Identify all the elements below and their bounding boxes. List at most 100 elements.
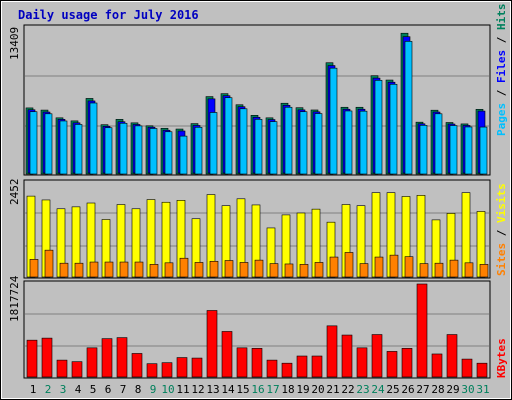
visits-legend: Sites / Visits <box>495 183 508 276</box>
kbytes-bar <box>101 338 113 378</box>
sites-bar <box>59 262 69 278</box>
pages-bar <box>479 126 488 175</box>
pages-bar <box>164 131 173 175</box>
kbytes-bar <box>341 334 353 378</box>
sites-bar <box>284 263 294 278</box>
sites-bar <box>119 261 129 278</box>
pages-bar <box>104 127 113 175</box>
sites-bar <box>239 262 249 278</box>
kbytes-bar <box>296 355 308 378</box>
legend-visits: Visits <box>495 183 508 223</box>
sites-bar <box>149 264 159 278</box>
day-label: 6 <box>105 383 112 396</box>
day-label: 15 <box>236 383 249 396</box>
kbytes-bar <box>326 325 338 378</box>
day-label: 23 <box>356 383 369 396</box>
pages-bar <box>224 97 233 175</box>
hits-max-label: 13409 <box>8 27 21 60</box>
sites-bar <box>479 264 489 278</box>
pages-bar <box>134 125 143 175</box>
kbytes-bar <box>146 363 158 378</box>
legend-sites: Sites <box>495 243 508 276</box>
day-label: 1 <box>30 383 37 396</box>
sites-bar <box>449 259 459 278</box>
day-label: 17 <box>266 383 279 396</box>
kbytes-bar <box>71 361 83 378</box>
day-label: 5 <box>90 383 97 396</box>
kbytes-bar <box>161 362 173 378</box>
pages-bar <box>269 121 278 175</box>
pages-bar <box>44 113 53 175</box>
sites-bar <box>344 252 354 278</box>
sites-bar <box>299 264 309 278</box>
kbytes-bar <box>311 355 323 378</box>
sites-bar <box>164 262 174 278</box>
sites-bar <box>209 260 219 278</box>
day-label: 13 <box>206 383 219 396</box>
sites-bar <box>29 259 39 278</box>
pages-bar <box>119 122 128 175</box>
kbytes-bar <box>266 359 278 378</box>
sites-bar <box>314 262 324 278</box>
hits-bars <box>25 32 488 175</box>
sites-bar <box>404 256 414 278</box>
kbytes-bar <box>251 348 263 378</box>
day-label: 29 <box>446 383 459 396</box>
day-label: 22 <box>341 383 354 396</box>
day-label: 7 <box>120 383 127 396</box>
day-label: 9 <box>150 383 157 396</box>
day-label: 27 <box>416 383 429 396</box>
kbytes-max-label: 1817724 <box>8 275 21 322</box>
pages-bar <box>344 110 353 175</box>
kbytes-bar <box>401 348 413 378</box>
day-label: 4 <box>75 383 82 396</box>
day-labels: 1 2 3 4 5 6 7 8 9 10 11 12 13 14 15 16 17 18 19 20 21 22 23 24 2… <box>30 383 490 396</box>
pages-bar <box>284 106 293 175</box>
hits-legend: Pages / Files / Hits <box>495 4 508 137</box>
day-label: 24 <box>371 383 385 396</box>
day-label: 16 <box>251 383 264 396</box>
day-label: 26 <box>401 383 414 396</box>
kbytes-bar <box>206 310 218 378</box>
kbytes-bar <box>221 331 233 378</box>
kbytes-bar <box>176 357 188 378</box>
legend-sep: / <box>495 30 508 50</box>
pages-bar <box>434 113 443 175</box>
day-label: 8 <box>135 383 142 396</box>
sites-bar <box>134 261 144 278</box>
kbytes-bar <box>131 353 143 378</box>
day-label: 20 <box>311 383 324 396</box>
sites-bar <box>224 260 234 278</box>
day-label: 28 <box>431 383 444 396</box>
pages-bar <box>89 102 98 175</box>
kbytes-bar <box>446 334 458 378</box>
day-label: 30 <box>461 383 474 396</box>
sites-bar <box>74 262 84 278</box>
kbytes-bar <box>26 339 38 378</box>
day-label: 12 <box>191 383 204 396</box>
sites-bar <box>89 261 99 278</box>
sites-bar <box>389 254 399 278</box>
kbytes-bar <box>356 347 368 378</box>
day-label: 18 <box>281 383 294 396</box>
day-label: 2 <box>45 383 52 396</box>
day-label: 25 <box>386 383 399 396</box>
sites-bar <box>44 249 54 278</box>
pages-bar <box>74 124 83 175</box>
day-label: 11 <box>176 383 189 396</box>
day-label: 10 <box>161 383 174 396</box>
day-label: 3 <box>60 383 67 396</box>
day-label: 31 <box>476 383 489 396</box>
pages-bar <box>329 67 338 175</box>
chart-title: Daily usage for July 2016 <box>18 8 199 22</box>
kbytes-bar <box>86 347 98 378</box>
kbytes-bar <box>116 337 128 378</box>
kbytes-bar <box>386 351 398 378</box>
pages-bar <box>314 113 323 175</box>
legend-sep: / <box>495 83 508 103</box>
kbytes-bar <box>56 359 68 378</box>
sites-bar <box>329 256 339 278</box>
pages-bar <box>239 108 248 175</box>
kbytes-bar <box>461 358 473 378</box>
